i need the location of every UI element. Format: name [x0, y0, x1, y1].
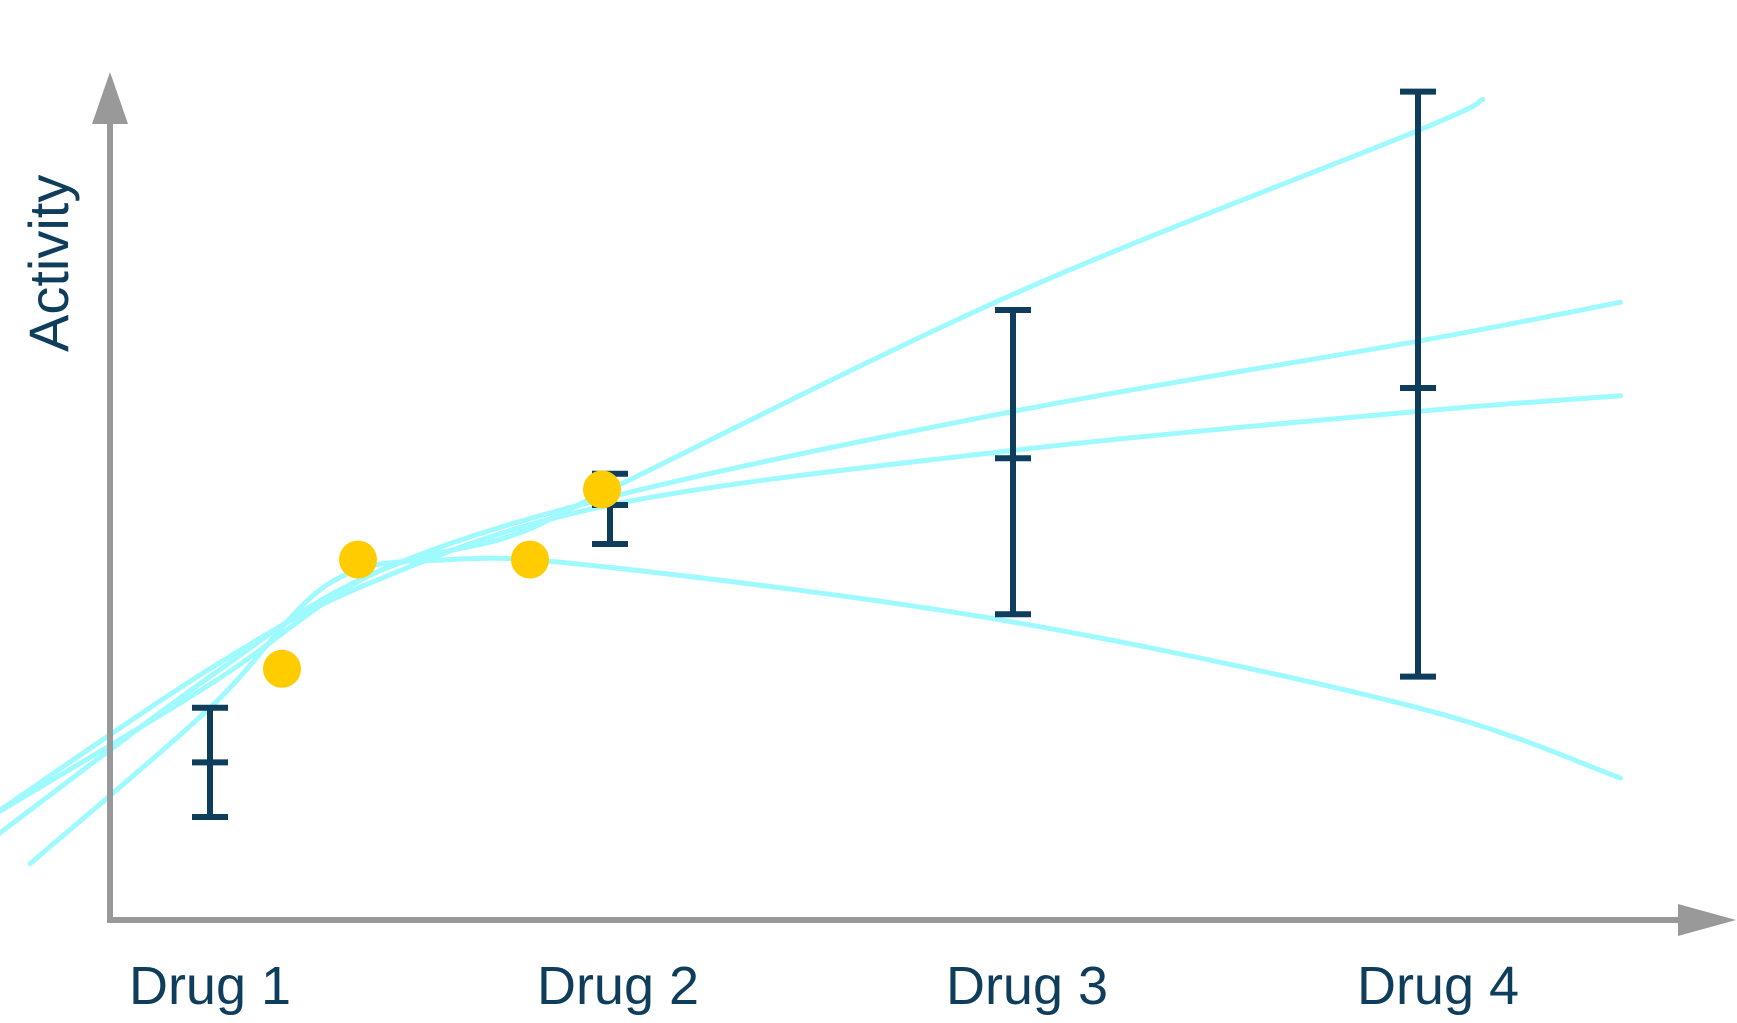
observed-point-2	[339, 540, 377, 579]
labels-layer: Activity Drug 1 Drug 2 Drug 3 Drug 4	[17, 175, 1519, 1016]
curves-layer	[0, 96, 1623, 867]
x-tick-label: Drug 1	[129, 956, 291, 1016]
observed-point-1	[263, 649, 301, 688]
x-tick-label: Drug 3	[946, 956, 1108, 1016]
y-axis-label: Activity	[17, 175, 80, 352]
error-bar-4	[1400, 88, 1436, 680]
x-axis-arrowhead	[1678, 904, 1736, 936]
x-tick-label: Drug 4	[1357, 956, 1519, 1016]
x-tick-label: Drug 2	[537, 956, 699, 1016]
error-bar-3	[995, 307, 1031, 618]
observed-points-layer	[263, 470, 621, 688]
observed-point-4	[583, 470, 621, 509]
y-axis-arrowhead	[92, 72, 128, 124]
observed-point-3	[511, 540, 549, 579]
error-bars-layer	[192, 88, 1436, 820]
curve-line-2	[0, 299, 1623, 837]
axes	[92, 72, 1736, 936]
curve-line-4	[27, 555, 1623, 867]
error-bar-1	[192, 704, 228, 820]
curve-line-3	[0, 393, 1623, 814]
